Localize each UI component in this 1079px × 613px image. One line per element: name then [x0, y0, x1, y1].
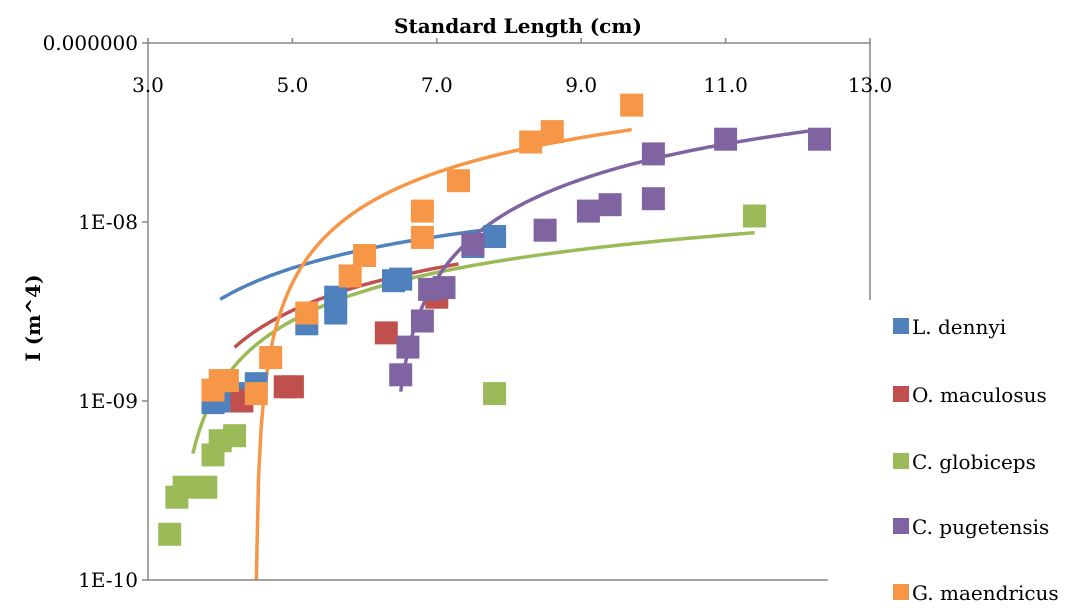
legend-label-0: L. dennyi — [912, 315, 1006, 339]
data-point-series-2 — [172, 475, 196, 499]
data-point-series-4 — [410, 199, 434, 223]
data-point-series-3 — [808, 127, 831, 151]
data-point-series-3 — [410, 309, 434, 333]
x-tick-label: 7.0 — [421, 73, 453, 97]
data-point-series-4 — [519, 130, 543, 154]
data-point-series-1 — [374, 321, 398, 345]
data-point-series-3 — [389, 363, 413, 387]
data-point-series-3 — [641, 187, 665, 211]
data-point-series-4 — [353, 244, 377, 267]
data-point-series-2 — [223, 424, 247, 448]
y-tick-label: 1E-08 — [78, 210, 138, 234]
data-point-series-2 — [158, 522, 182, 546]
data-point-series-4 — [338, 264, 362, 288]
data-point-series-3 — [576, 199, 600, 223]
axes-group: 3.0 5.0 7.0 9.0 11.0 13.0 0.000000 1E-08 1E-09 1E… — [43, 31, 893, 592]
x-tick-label: 5.0 — [276, 73, 308, 97]
data-point-series-4 — [259, 346, 283, 369]
trendline-3 — [398, 127, 820, 392]
y-tick-label: 1E-09 — [78, 389, 138, 413]
legend-swatch-0 — [893, 318, 909, 334]
x-axis-title: Standard Length (cm) — [394, 14, 642, 38]
data-point-series-3 — [714, 127, 738, 151]
data-point-series-4 — [215, 369, 239, 393]
data-point-series-3 — [461, 232, 485, 256]
legend-label-2: C. globiceps — [912, 450, 1036, 474]
data-point-series-0 — [324, 285, 348, 309]
legend-label-3: C. pugetensis — [912, 515, 1049, 539]
x-tick-label: 13.0 — [848, 73, 893, 97]
x-tick-label: 9.0 — [565, 73, 597, 97]
data-point-series-4 — [244, 382, 268, 406]
data-point-series-2 — [743, 204, 766, 228]
y-axis-title: I (m^4) — [21, 274, 45, 361]
trendline-group — [191, 127, 820, 581]
data-point-series-4 — [540, 120, 564, 144]
trendline-4 — [254, 127, 632, 581]
trendline-2 — [191, 230, 755, 455]
x-tick-label: 11.0 — [703, 73, 748, 97]
data-point-series-4 — [447, 169, 470, 193]
legend-swatch-2 — [893, 453, 909, 469]
legend-swatch-4 — [893, 584, 909, 600]
data-point-series-4 — [410, 225, 434, 249]
data-point-series-2 — [483, 382, 507, 406]
data-point-series-0 — [389, 267, 413, 291]
legend-swatch-1 — [893, 386, 909, 402]
data-point-series-3 — [533, 218, 557, 242]
legend: L. dennyi O. maculosus C. globiceps C. puge… — [893, 315, 1059, 605]
y-tick-label: 0.000000 — [43, 31, 138, 55]
y-tick-label: 1E-10 — [78, 568, 138, 592]
data-point-series-1 — [280, 375, 304, 399]
data-point-series-4 — [295, 301, 319, 325]
data-point-series-2 — [194, 475, 218, 499]
data-point-series-3 — [432, 276, 456, 300]
data-point-series-4 — [620, 93, 644, 117]
data-point-group — [158, 93, 831, 546]
legend-label-4: G. maendricus — [912, 581, 1059, 605]
legend-swatch-3 — [893, 518, 909, 534]
data-point-series-3 — [641, 142, 665, 166]
data-point-series-3 — [396, 335, 420, 359]
data-point-series-0 — [483, 225, 507, 248]
x-tick-label: 3.0 — [132, 73, 164, 97]
legend-label-1: O. maculosus — [912, 383, 1047, 407]
data-point-series-3 — [598, 193, 622, 217]
